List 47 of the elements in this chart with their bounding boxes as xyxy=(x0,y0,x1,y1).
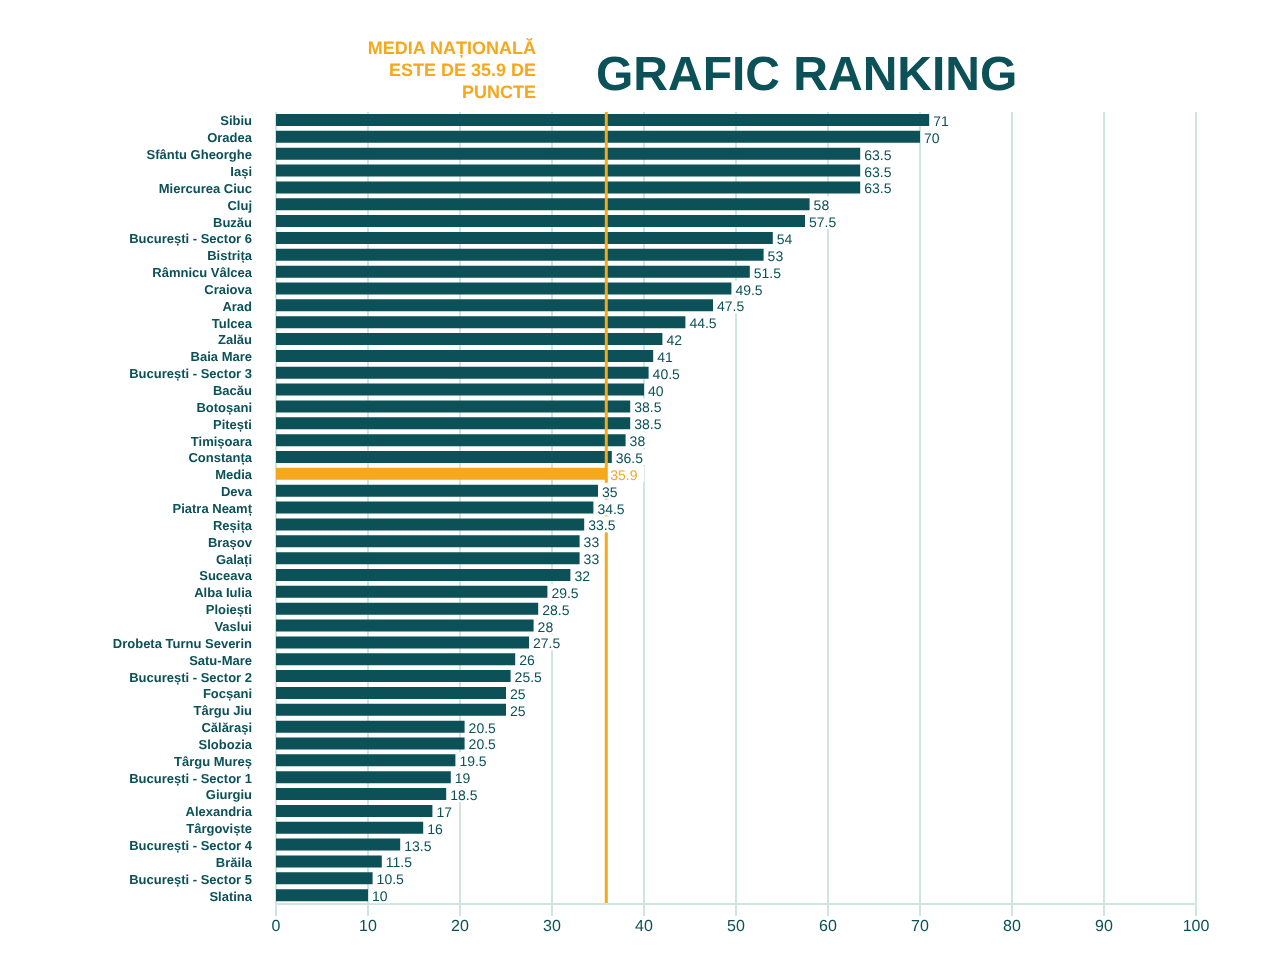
chart-title: GRAFIC RANKING xyxy=(596,48,1018,104)
bar xyxy=(276,484,598,497)
bar xyxy=(276,889,368,902)
bar xyxy=(276,282,732,295)
bar xyxy=(276,552,580,565)
bar xyxy=(276,501,594,514)
bar xyxy=(276,686,506,699)
bar xyxy=(276,821,424,834)
bar xyxy=(276,451,612,464)
bar xyxy=(276,585,548,598)
bar xyxy=(276,771,451,784)
x-tick-label: 70 xyxy=(911,917,930,936)
x-tick-label: 60 xyxy=(819,917,838,936)
bar xyxy=(276,754,456,767)
bar xyxy=(276,788,447,801)
bar xyxy=(276,518,585,531)
bar xyxy=(276,636,529,649)
x-tick-label: 20 xyxy=(451,917,470,936)
bar xyxy=(276,804,433,817)
bar xyxy=(276,333,663,346)
x-tick-label: 80 xyxy=(1003,917,1022,936)
bar xyxy=(276,417,631,430)
bar xyxy=(276,383,644,396)
bar xyxy=(276,434,626,447)
bar xyxy=(276,619,534,632)
bar xyxy=(276,215,805,228)
bar xyxy=(276,602,539,615)
bar xyxy=(276,535,580,548)
bar xyxy=(276,299,713,312)
bar xyxy=(276,349,654,362)
bar xyxy=(276,568,571,581)
bar xyxy=(276,198,810,211)
bar xyxy=(276,703,506,716)
x-tick-label: 40 xyxy=(635,917,654,936)
x-tick-label: 100 xyxy=(1182,917,1211,936)
bar xyxy=(276,114,930,126)
bar xyxy=(276,653,516,666)
bar xyxy=(276,130,920,143)
ref-line-label: MEDIA NAȚIONALĂ ESTE DE 35.9 DE PUNCTE xyxy=(365,38,536,104)
bar xyxy=(276,400,631,413)
x-tick-label: 10 xyxy=(359,917,378,936)
x-tick-label: 50 xyxy=(727,917,746,936)
x-tick-label: 30 xyxy=(543,917,562,936)
x-tick-label: 90 xyxy=(1095,917,1114,936)
bar xyxy=(276,231,773,244)
x-tick-label: 0 xyxy=(271,917,282,936)
bar xyxy=(276,248,764,261)
